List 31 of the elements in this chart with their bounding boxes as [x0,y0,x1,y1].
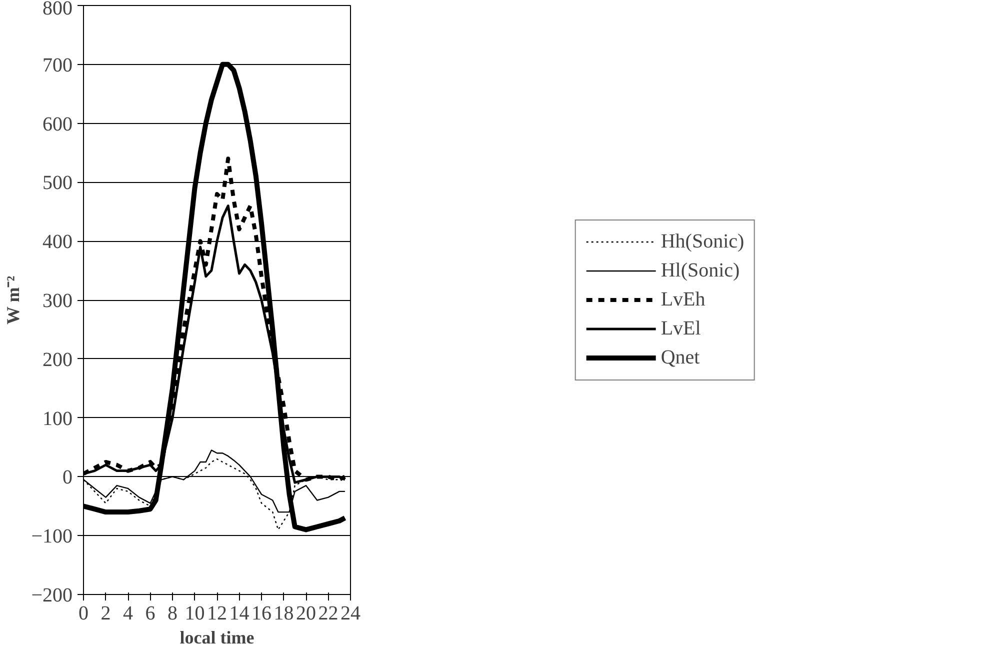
y-tick-label: 600 [42,113,72,136]
legend-label: LvEh [660,288,706,311]
x-tick-label: 18 [274,602,294,624]
x-tick-label: 22 [318,602,338,624]
x-tick-label: 24 [340,602,360,624]
x-tick-label: 6 [145,602,156,624]
y-tick-label: 300 [42,290,72,312]
legend-label: Hl(Sonic) [660,259,740,282]
legend-label: LvEl [660,317,701,340]
x-tick-label: 4 [123,602,133,624]
legend-label: Hh(Sonic) [660,230,744,253]
x-tick-label: 12 [207,602,227,624]
y-tick-label: 0 [62,466,72,489]
y-tick-label: 800 [42,0,72,20]
y-tick-label: 100 [42,408,72,430]
y-tick-label: −200 [31,584,72,606]
y-axis-title: W m⁻² [3,276,24,324]
x-tick-label: 10 [184,602,205,624]
x-tick-label: 0 [78,602,88,624]
x-axis-title: local time [180,628,254,648]
x-tick-label: 16 [252,602,272,624]
legend-label: Qnet [660,346,700,369]
x-tick-label: 20 [296,602,316,624]
y-tick-label: −100 [31,526,72,548]
y-tick-label: 400 [42,231,72,254]
x-tick-label: 2 [100,602,111,624]
x-tick-label: 14 [229,602,250,624]
y-tick-label: 500 [42,172,72,194]
y-tick-label: 700 [42,54,72,76]
x-tick-label: 8 [168,602,178,624]
y-tick-label: 200 [42,348,72,371]
